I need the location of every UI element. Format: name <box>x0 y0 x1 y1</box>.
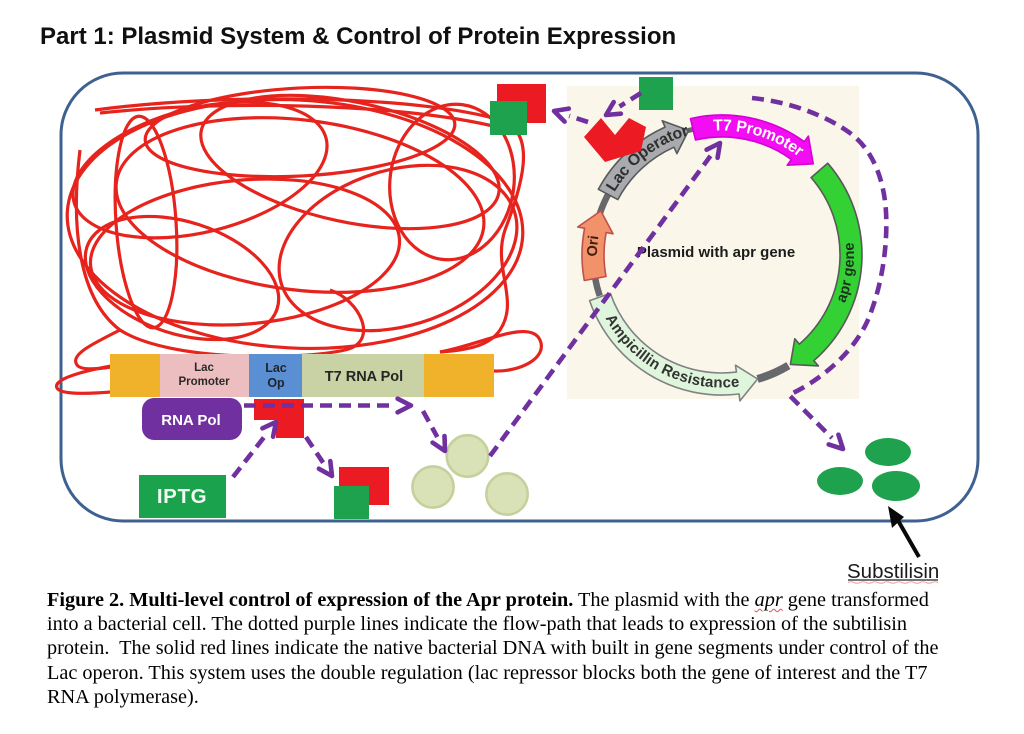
svg-text:RNA Pol: RNA Pol <box>161 412 220 429</box>
svg-text:Lac: Lac <box>265 361 287 375</box>
svg-text:IPTG: IPTG <box>157 485 207 508</box>
svg-text:T7 RNA Pol: T7 RNA Pol <box>325 369 403 385</box>
svg-text:Plasmid with apr gene: Plasmid with apr gene <box>637 244 795 261</box>
svg-text:Ori: Ori <box>585 234 603 256</box>
svg-text:Op: Op <box>267 376 285 390</box>
svg-text:Promoter: Promoter <box>178 376 230 388</box>
svg-text:Lac: Lac <box>194 362 214 374</box>
